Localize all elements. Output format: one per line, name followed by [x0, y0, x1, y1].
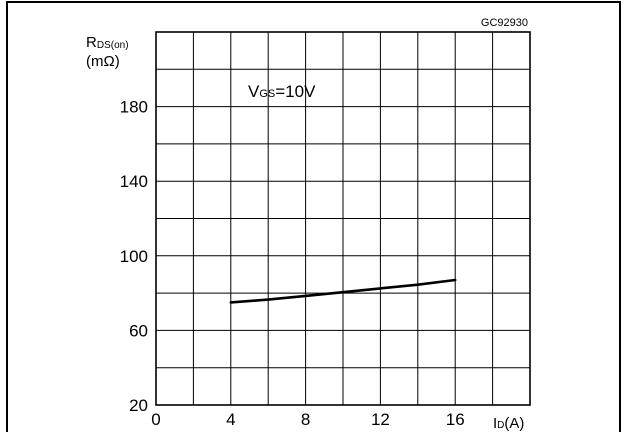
y-tick-label: 140 [120, 172, 148, 191]
x-axis-label-text: ID(A) [493, 415, 524, 432]
series-line-rdson [229, 278, 457, 304]
data-series [229, 278, 457, 304]
y-tick-label: 20 [129, 396, 148, 415]
plot-area-border [155, 31, 531, 406]
y-axis-label-sub: DS(on) [97, 40, 129, 51]
grid-lines [156, 32, 530, 405]
y-axis-unit: (mΩ) [86, 53, 120, 70]
x-tick-label: 8 [301, 410, 310, 429]
annotation-vgs: VGS=10V [248, 82, 316, 101]
figure-code: GC92930 [481, 17, 528, 29]
y-tick-label: 100 [120, 247, 148, 266]
y-tick-label: 180 [120, 98, 148, 117]
x-tick-label: 4 [226, 410, 235, 429]
x-tick-label: 16 [446, 410, 465, 429]
annotation-sub: GS [259, 88, 275, 100]
y-tick-label: 60 [129, 321, 148, 340]
x-axis-label-sub: D [497, 420, 504, 431]
x-axis-label: ID(A) [493, 415, 524, 432]
annotation-value: =10V [275, 82, 316, 101]
y-axis-label: RDS(on) (mΩ) [86, 34, 129, 70]
x-tick-label: 0 [151, 410, 160, 429]
x-axis-label-unit: (A) [504, 415, 524, 432]
y-axis-label-main: R [86, 34, 97, 51]
y-axis-label-text: RDS(on) [86, 34, 129, 51]
x-axis-label-main: I [493, 415, 497, 432]
annotation-main: V [248, 82, 260, 101]
figure-frame [6, 1, 621, 432]
x-tick-label: 12 [371, 410, 390, 429]
x-tick-labels: 0 4 8 12 16 [151, 410, 464, 429]
y-tick-labels: 20 60 100 140 180 [120, 98, 148, 415]
